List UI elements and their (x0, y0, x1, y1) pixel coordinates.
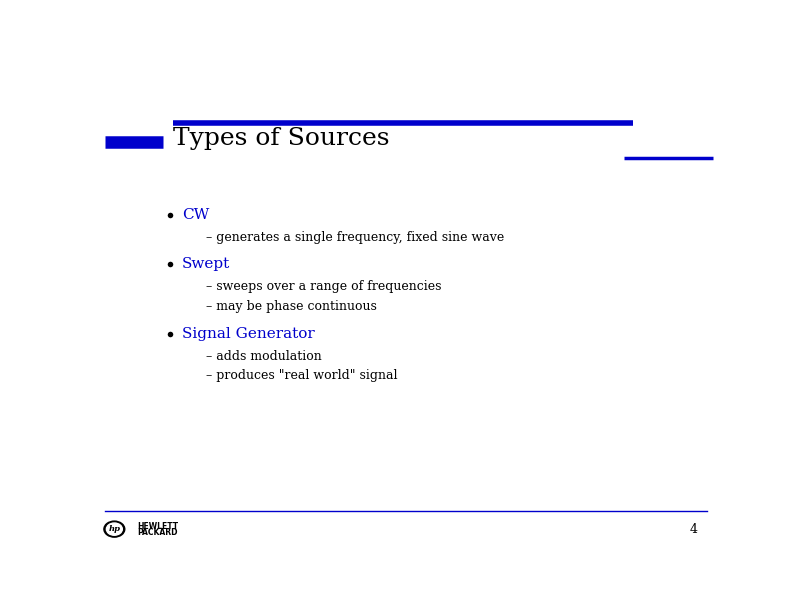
Text: 4: 4 (690, 523, 698, 536)
Text: CW: CW (182, 208, 209, 222)
Text: – adds modulation: – adds modulation (207, 349, 322, 363)
Text: PACKARD: PACKARD (138, 528, 178, 537)
Text: hp: hp (109, 525, 120, 533)
Text: Swept: Swept (182, 257, 230, 271)
Circle shape (106, 523, 122, 536)
Circle shape (104, 521, 125, 537)
Text: – sweeps over a range of frequencies: – sweeps over a range of frequencies (207, 280, 442, 293)
Text: – generates a single frequency, fixed sine wave: – generates a single frequency, fixed si… (207, 231, 505, 244)
Text: Types of Sources: Types of Sources (173, 127, 389, 150)
Text: – produces "real world" signal: – produces "real world" signal (207, 370, 398, 382)
Text: Signal Generator: Signal Generator (182, 327, 314, 340)
Text: – may be phase continuous: – may be phase continuous (207, 300, 377, 313)
Text: HEWLETT: HEWLETT (138, 522, 179, 531)
